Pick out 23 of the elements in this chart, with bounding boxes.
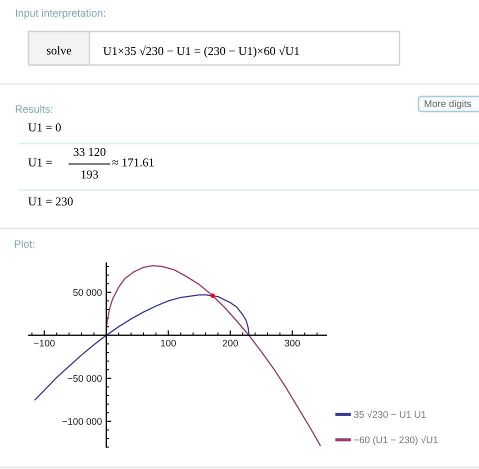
x-tick-label: 300 — [284, 340, 300, 347]
x-tick-label: −100 — [34, 340, 55, 347]
legend-label: −60 (U1 − 230) √U1 — [354, 436, 438, 446]
x-tick-label: 100 — [161, 340, 176, 347]
text: 33 120 — [74, 148, 106, 156]
text: 193 — [82, 170, 98, 178]
line-series — [106, 265, 321, 446]
line-series — [34, 294, 250, 400]
text: Input interpretation: — [16, 9, 105, 19]
legend-label: 35 √230 − U1 U1 — [354, 410, 426, 418]
text: U1 = — [28, 158, 52, 166]
chart-title: Plot: — [14, 240, 34, 248]
y-tick-label: −50 000 — [68, 375, 102, 382]
text: U1 = 230 — [28, 197, 73, 206]
text: Results: — [16, 105, 52, 113]
x-tick-label: 200 — [222, 340, 238, 347]
text: U1×35 √230 − U1 = (230 − U1)×60 √U1 — [103, 46, 300, 58]
text: solve — [46, 46, 72, 54]
text: More digits — [424, 100, 472, 110]
y-tick-label: 50 000 — [73, 289, 102, 296]
text: U1 = 0 — [28, 123, 61, 132]
text: ≈ 171.61 — [112, 158, 154, 167]
y-tick-label: −100 000 — [62, 418, 102, 425]
